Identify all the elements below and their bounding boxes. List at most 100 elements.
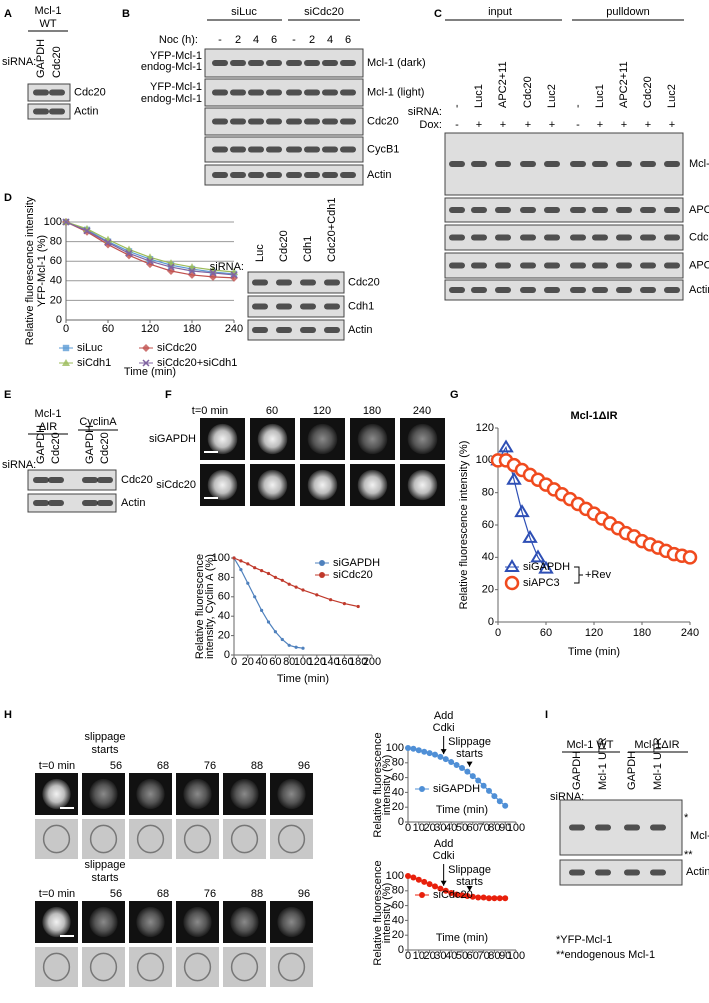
band <box>520 262 536 269</box>
band <box>266 146 282 153</box>
marker <box>506 471 522 485</box>
cell-outline <box>183 824 212 854</box>
blot <box>204 78 364 107</box>
marker <box>167 263 175 271</box>
arrow-head <box>466 885 473 891</box>
x-tick-label: 160 <box>335 656 353 668</box>
blot-label: CycB1 <box>367 143 399 155</box>
cell <box>183 906 212 938</box>
band <box>322 60 338 66</box>
band <box>595 824 611 831</box>
label: t=0 min <box>192 405 228 417</box>
blot <box>204 136 364 163</box>
band <box>544 161 560 167</box>
marker <box>504 559 520 572</box>
lane-label: Cdc20 <box>642 76 654 108</box>
band <box>640 207 656 213</box>
marker <box>415 747 422 754</box>
cell <box>136 906 165 938</box>
y-tick-label: 40 <box>392 786 404 798</box>
y-tick-label: 100 <box>212 552 230 564</box>
annotation: Add <box>434 710 454 722</box>
band <box>322 172 338 178</box>
label: + <box>645 119 651 131</box>
marker <box>486 787 492 794</box>
band <box>570 161 586 167</box>
y-axis-label: Relative fluorescence <box>372 732 384 837</box>
band <box>266 118 282 125</box>
label: - <box>455 119 459 131</box>
arrow-head <box>440 880 447 886</box>
panel-letter: H <box>4 709 12 721</box>
blot-label: Mcl-1 <box>689 158 709 170</box>
legend-label: siCdc20 <box>157 342 197 354</box>
band <box>304 172 320 178</box>
annotation: starts <box>456 876 483 888</box>
band <box>592 262 608 269</box>
annotation: Slippage <box>448 864 491 876</box>
x-tick-label: 20 <box>242 656 254 668</box>
marker <box>432 883 438 890</box>
cell <box>89 778 118 810</box>
marker <box>410 745 417 752</box>
band <box>48 500 64 506</box>
marker <box>464 892 471 899</box>
footnote: *YFP-Mcl-1 <box>556 934 612 946</box>
band <box>495 262 511 269</box>
marker <box>426 881 433 888</box>
label: 6 <box>345 34 351 46</box>
band <box>640 161 656 167</box>
panel-letter: C <box>434 8 442 20</box>
band <box>230 60 246 66</box>
band <box>97 477 113 483</box>
y-axis-label: intensity (%) <box>381 883 393 944</box>
band <box>495 161 511 167</box>
y-tick-label: 20 <box>392 801 404 813</box>
marker <box>319 560 325 566</box>
marker <box>246 581 250 585</box>
band <box>495 287 511 293</box>
band <box>471 234 487 241</box>
band <box>495 207 511 213</box>
arrow-head <box>440 749 447 755</box>
x-tick-label: 80 <box>488 950 500 962</box>
band <box>640 287 656 293</box>
band <box>212 89 228 96</box>
cell <box>257 469 288 501</box>
x-tick-label: 0 <box>495 627 501 639</box>
marker <box>682 550 698 565</box>
marker <box>486 895 492 902</box>
x-tick-label: 100 <box>507 822 525 834</box>
label: t=0 min <box>39 760 75 772</box>
cell <box>230 906 259 938</box>
band <box>212 118 228 125</box>
label: 6 <box>271 34 277 46</box>
x-tick-label: 70 <box>477 950 489 962</box>
marker <box>504 575 520 591</box>
cell <box>407 469 438 501</box>
legend-label: siCdc20+siCdh1 <box>157 357 237 369</box>
band <box>449 287 465 293</box>
header: Mcl-1 <box>35 408 62 420</box>
marker <box>480 894 487 901</box>
x-tick-label: 60 <box>540 627 552 639</box>
x-tick-label: 20 <box>423 822 435 834</box>
band <box>592 161 608 167</box>
marker <box>419 786 425 792</box>
y-tick-label: 80 <box>50 236 62 248</box>
cell <box>207 423 238 455</box>
cell <box>42 906 71 938</box>
panel-letter: F <box>165 389 172 401</box>
marker <box>496 798 503 805</box>
x-tick-label: 0 <box>405 822 411 834</box>
lane-label: GAPDH <box>626 751 638 790</box>
x-tick-label: 70 <box>477 822 489 834</box>
band <box>322 89 338 96</box>
band <box>592 287 608 293</box>
blot-label: Actin <box>686 866 709 878</box>
cell-outline <box>277 824 306 854</box>
lane-label: Cdc20 <box>51 46 63 78</box>
band <box>544 287 560 293</box>
band <box>322 118 338 125</box>
marker <box>475 777 482 784</box>
